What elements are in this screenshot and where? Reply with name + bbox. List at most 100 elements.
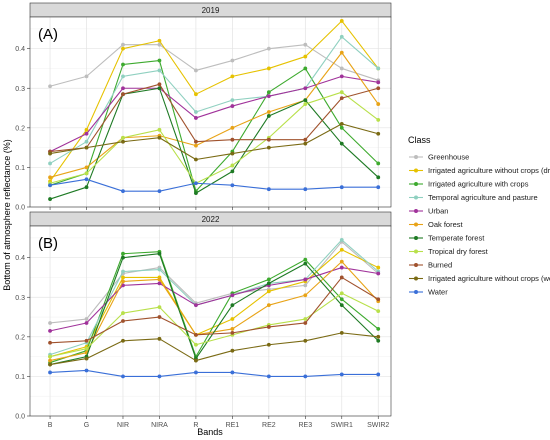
y-tick-label: 0.4 [15, 46, 25, 53]
legend-item: Irrigated agriculture without crops (wet… [409, 274, 550, 283]
data-point [84, 177, 89, 182]
data-point [303, 257, 308, 262]
data-point [339, 265, 344, 270]
data-point [84, 317, 89, 321]
data-point [194, 92, 198, 97]
series-line [49, 75, 379, 153]
data-point [376, 80, 381, 85]
data-point [48, 370, 52, 375]
data-point [194, 191, 198, 196]
data-point [230, 169, 235, 174]
series-line [49, 83, 379, 153]
legend: Class Greenhouse Irrigated agriculture wi… [408, 135, 550, 297]
data-point [84, 145, 89, 150]
legend-label: Tropical dry forest [428, 247, 489, 256]
legend-label: Irrigated agriculture without crops (dry… [428, 166, 550, 175]
facet-strip-label: 2022 [202, 215, 220, 224]
data-point [157, 82, 162, 87]
data-point [84, 139, 89, 144]
series-line [49, 178, 379, 192]
data-point [376, 334, 381, 339]
data-point [121, 279, 125, 284]
data-point [339, 19, 344, 23]
legend-item: Irrigated agriculture without crops (dry… [409, 166, 550, 175]
x-axis-title: Bands [197, 427, 223, 437]
data-point [376, 297, 381, 302]
data-point [84, 131, 89, 136]
data-point [303, 54, 308, 59]
data-point [84, 171, 89, 176]
data-point [266, 342, 271, 347]
legend-key-point [414, 236, 418, 240]
data-point [376, 175, 381, 180]
data-point [194, 370, 198, 375]
facet-strip-label: 2019 [202, 6, 220, 15]
data-point [303, 317, 308, 321]
series-line [49, 87, 379, 200]
legend-item: Burned [409, 261, 452, 270]
data-point [121, 92, 125, 97]
data-point [230, 293, 235, 298]
data-point [376, 265, 381, 270]
data-point [339, 297, 344, 302]
data-point [230, 74, 235, 79]
data-point [266, 66, 271, 71]
data-point [157, 315, 162, 319]
legend-item: Oak forest [409, 220, 464, 229]
data-point [230, 98, 235, 103]
data-point [84, 356, 89, 361]
data-point [376, 118, 381, 122]
data-point [339, 66, 344, 71]
data-point [303, 86, 308, 91]
data-point [230, 125, 235, 130]
x-tick-label: SWIR2 [367, 422, 389, 429]
data-point [376, 131, 381, 136]
x-tick-label: NIR [117, 422, 129, 429]
data-point [339, 275, 344, 280]
panel-2022: 2022 0.0 0.1 0.2 0.3 0.4 B G NIR NIRA R RE1 RE2 RE3 SW… [15, 211, 392, 429]
data-point [339, 90, 344, 95]
x-tick-label: RE2 [262, 422, 276, 429]
data-point [339, 185, 344, 190]
data-point [121, 42, 125, 47]
data-point [84, 185, 89, 190]
data-point [303, 277, 308, 282]
data-point [376, 327, 381, 331]
data-point [266, 187, 271, 192]
data-point [194, 358, 198, 363]
legend-label: Oak forest [428, 220, 464, 229]
data-point [266, 110, 271, 114]
data-point [121, 62, 125, 67]
series-burned [48, 275, 381, 345]
data-point [303, 187, 308, 192]
data-point [194, 181, 198, 186]
legend-key-point [414, 276, 418, 281]
data-point [157, 267, 162, 272]
series-greenhouse [48, 42, 381, 89]
data-point [48, 151, 52, 156]
series-line [49, 332, 379, 366]
data-point [121, 86, 125, 91]
data-point [230, 151, 235, 156]
data-point [339, 96, 344, 101]
data-point [266, 277, 271, 282]
data-point [157, 38, 162, 43]
legend-label: Irrigated agriculture with crops [428, 180, 529, 189]
data-point [266, 137, 271, 142]
data-point [339, 141, 344, 146]
data-point [157, 68, 162, 73]
facet-panels: 2019 0.0 0.1 0.2 0.3 0.4 (A) 2022 0.0 0.1 0.2 0.3 0.… [15, 2, 392, 429]
data-point [48, 175, 52, 180]
data-point [230, 163, 235, 168]
legend-item: Temperate forest [409, 234, 485, 243]
data-point [303, 338, 308, 343]
data-point [303, 283, 308, 288]
data-point [157, 251, 162, 256]
data-point [121, 319, 125, 323]
data-point [339, 34, 344, 39]
data-point [194, 68, 198, 73]
panel-border [29, 16, 392, 208]
data-point [194, 116, 198, 120]
data-point [121, 46, 125, 51]
